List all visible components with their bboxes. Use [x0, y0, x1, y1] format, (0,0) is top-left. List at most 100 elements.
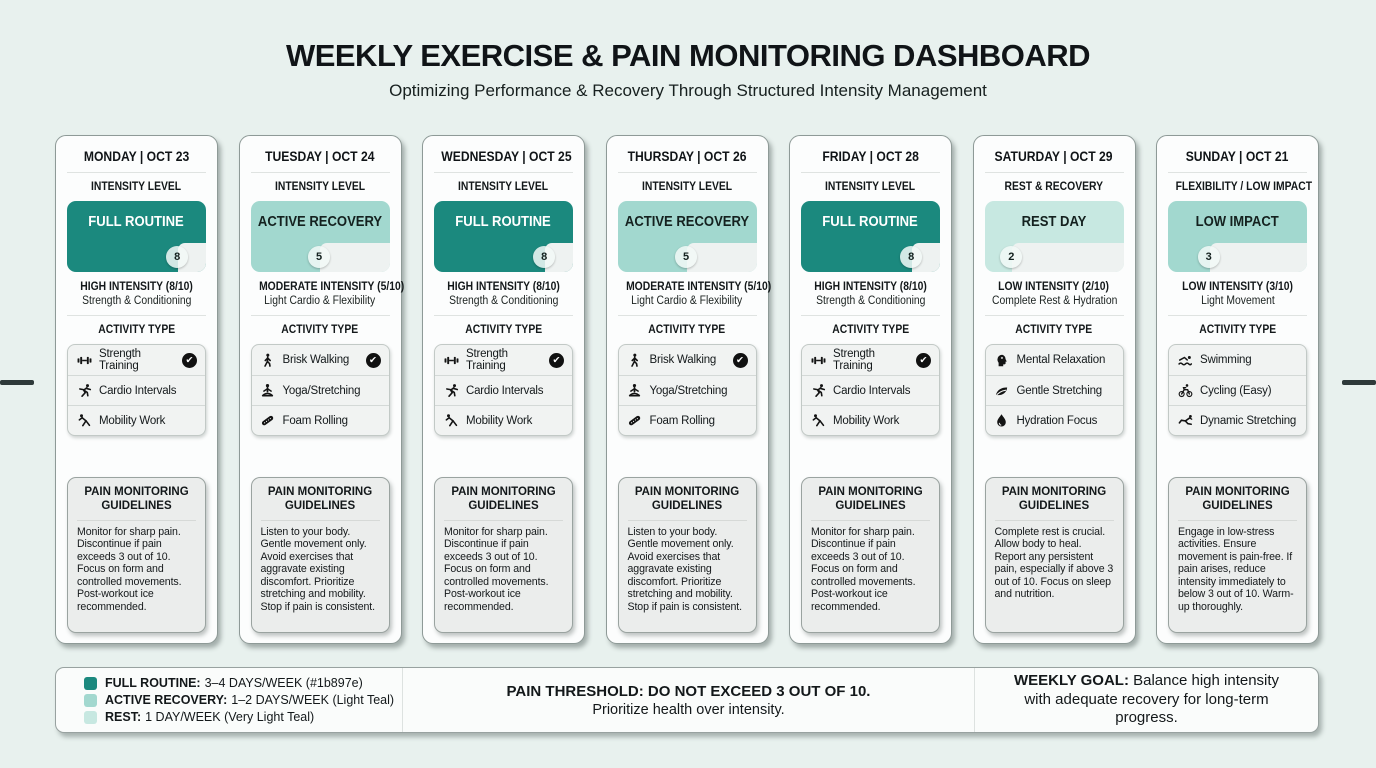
foam-roller-icon	[627, 413, 643, 429]
activity-row[interactable]: Brisk Walking ✔	[252, 345, 389, 375]
divider	[627, 519, 747, 521]
activity-row[interactable]: Cycling (Easy) ✔	[1169, 375, 1306, 405]
activity-row[interactable]: Foam Rolling ✔	[251, 405, 389, 435]
activity-row[interactable]: Mobility Work ✔	[435, 405, 572, 435]
pain-guidelines-text: Listen to your body. Gentle movement onl…	[627, 525, 743, 613]
pain-guidelines-box: PAIN MONITORING GUIDELINES Listen to you…	[250, 477, 390, 633]
mobility-icon	[810, 413, 826, 429]
intensity-level-label: FULL ROUTINE	[822, 214, 919, 230]
pain-guidelines-box: PAIN MONITORING GUIDELINES Listen to you…	[617, 477, 757, 633]
activity-section-label: ACTIVITY TYPE	[465, 324, 542, 336]
divider	[994, 519, 1114, 521]
activity-label: Foam Rolling	[649, 414, 716, 427]
day-card: TUESDAY | OCT 24 INTENSITY LEVEL ACTIVE …	[238, 135, 404, 644]
walker-icon	[260, 352, 276, 368]
activity-label: Gentle Stretching	[1016, 384, 1103, 397]
pain-guidelines-text: Engage in low-stress activities. Ensure …	[1178, 525, 1294, 613]
activity-list: Mental Relaxation ✔ Gentle Stretching ✔ …	[984, 344, 1124, 436]
check-icon: ✔	[365, 352, 381, 368]
activity-label: Dynamic Stretching	[1200, 414, 1297, 427]
activity-row[interactable]: Mental Relaxation ✔	[986, 345, 1123, 375]
pain-guidelines-text: Complete rest is crucial. Allow body to …	[994, 525, 1114, 601]
lunge-icon	[1177, 413, 1193, 429]
walker-icon	[627, 352, 643, 368]
activity-label: Yoga/Stretching	[649, 384, 728, 397]
intensity-level-label: LOW IMPACT	[1195, 214, 1280, 230]
intensity-subtitle: Complete Rest & Hydration	[991, 295, 1117, 307]
legend-row: REST: 1 DAY/WEEK (Very Light Teal)	[70, 710, 388, 724]
activity-label: Mobility Work	[833, 414, 900, 427]
intensity-block: ACTIVE RECOVERY 5	[617, 201, 757, 272]
page-title: WEEKLY EXERCISE & PAIN MONITORING DASHBO…	[285, 38, 1091, 73]
activity-row[interactable]: Strength Training ✔	[435, 345, 572, 375]
activity-section-label: ACTIVITY TYPE	[832, 324, 909, 336]
activity-row[interactable]: Dynamic Stretching ✔	[1169, 405, 1306, 435]
intensity-subtitle: Light Cardio & Flexibility	[264, 295, 376, 307]
intensity-badge: 2	[1000, 246, 1023, 268]
activity-row[interactable]: Cardio Intervals ✔	[68, 375, 205, 405]
divider	[260, 519, 380, 521]
activity-list: Brisk Walking ✔ Yoga/Stretching ✔ Foam R…	[250, 344, 390, 436]
activity-row[interactable]: Brisk Walking ✔	[619, 345, 756, 375]
activity-label: Strength Training	[99, 348, 141, 372]
stretch-hand-icon	[994, 383, 1010, 399]
pain-guidelines-text: Monitor for sharp pain. Discontinue if p…	[444, 525, 549, 613]
activity-row[interactable]: Hydration Focus ✔	[985, 405, 1123, 435]
activity-row[interactable]: Gentle Stretching ✔	[985, 375, 1123, 405]
dumbbell-icon	[443, 352, 459, 368]
pain-guidelines-text: Monitor for sharp pain. Discontinue if p…	[811, 525, 916, 613]
activity-section-label: ACTIVITY TYPE	[98, 324, 175, 336]
activity-row[interactable]: Mobility Work ✔	[802, 405, 939, 435]
day-card: SATURDAY | OCT 29 REST & RECOVERY REST D…	[972, 135, 1136, 644]
activity-row[interactable]: Cardio Intervals ✔	[802, 375, 939, 405]
divider	[617, 172, 757, 173]
activity-row[interactable]: Yoga/Stretching ✔	[618, 375, 756, 405]
activity-label: Foam Rolling	[282, 414, 349, 427]
intensity-remainder	[320, 243, 390, 272]
intensity-section-label: FLEXIBILITY / LOW IMPACT	[1175, 181, 1313, 193]
activity-label: Brisk Walking	[282, 354, 350, 366]
legend-text: 1–2 DAYS/WEEK (Light Teal)	[231, 693, 395, 707]
activity-label: Cycling (Easy)	[1200, 384, 1272, 397]
divider	[1168, 315, 1307, 316]
intensity-subtitle: Light Movement	[1200, 295, 1275, 307]
intensity-badge: 3	[1197, 246, 1220, 268]
activity-label: Mobility Work	[99, 414, 166, 427]
intensity-level-label: ACTIVE RECOVERY	[257, 214, 383, 230]
pain-guidelines-heading: PAIN MONITORING GUIDELINES	[634, 486, 740, 512]
divider	[984, 172, 1124, 173]
intensity-remainder	[1012, 243, 1124, 272]
pain-threshold-main: PAIN THRESHOLD: DO NOT EXCEED 3 OUT OF 1…	[506, 682, 871, 700]
activity-row[interactable]: Swimming ✔	[1169, 345, 1306, 375]
day-card: MONDAY | OCT 23 INTENSITY LEVEL FULL ROU…	[55, 135, 218, 644]
activity-list: Brisk Walking ✔ Yoga/Stretching ✔ Foam R…	[617, 344, 757, 436]
activity-row[interactable]: Foam Rolling ✔	[618, 405, 756, 435]
runner-icon	[443, 383, 459, 399]
intensity-title: MODERATE INTENSITY (5/10)	[625, 281, 771, 293]
activity-row[interactable]: Strength Training ✔	[802, 345, 939, 375]
activity-list: Strength Training ✔ Cardio Intervals ✔ M…	[67, 344, 206, 436]
activity-row[interactable]: Strength Training ✔	[68, 345, 205, 375]
check-icon: ✔	[732, 352, 748, 368]
activity-label: Cardio Intervals	[99, 384, 177, 397]
swimmer-icon	[1177, 352, 1193, 368]
intensity-title: MODERATE INTENSITY (5/10)	[258, 281, 404, 293]
pain-guidelines-text: Monitor for sharp pain. Discontinue if p…	[77, 525, 182, 613]
day-card: THURSDAY | OCT 26 INTENSITY LEVEL ACTIVE…	[605, 135, 771, 644]
intensity-section-label: INTENSITY LEVEL	[825, 181, 916, 193]
intensity-remainder	[1209, 243, 1307, 272]
activity-row[interactable]: Mobility Work ✔	[68, 405, 205, 435]
intensity-section-label: INTENSITY LEVEL	[458, 181, 549, 193]
divider	[801, 172, 940, 173]
day-header: THURSDAY | OCT 26	[627, 149, 747, 164]
right-crop-mark	[1342, 380, 1376, 385]
activity-label: Brisk Walking	[649, 354, 717, 366]
pain-guidelines-heading: PAIN MONITORING GUIDELINES	[1001, 486, 1107, 512]
intensity-subtitle: Strength & Conditioning	[448, 295, 559, 307]
activity-row[interactable]: Yoga/Stretching ✔	[251, 375, 389, 405]
activity-row[interactable]: Cardio Intervals ✔	[435, 375, 572, 405]
day-header: SATURDAY | OCT 29	[995, 149, 1113, 164]
pain-guidelines-box: PAIN MONITORING GUIDELINES Monitor for s…	[67, 477, 206, 633]
legend-label: FULL ROUTINE:	[105, 676, 201, 690]
intensity-title: HIGH INTENSITY (8/10)	[447, 281, 560, 293]
